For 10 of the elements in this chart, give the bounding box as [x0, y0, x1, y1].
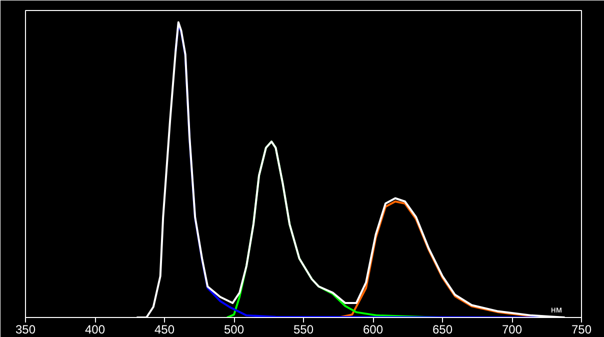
x-tick-label: 350 [15, 322, 36, 336]
x-tick-label: 550 [293, 322, 314, 336]
x-tick-label: 750 [571, 322, 592, 336]
x-tick-label: 500 [224, 322, 244, 336]
x-tick-label: 400 [84, 322, 106, 336]
x-tick-label: 600 [362, 322, 384, 336]
x-tick-label: 700 [502, 322, 522, 336]
x-tick-label: 650 [432, 322, 453, 336]
x-axis-title: нм [550, 304, 562, 314]
x-tick-label: 450 [154, 322, 175, 336]
